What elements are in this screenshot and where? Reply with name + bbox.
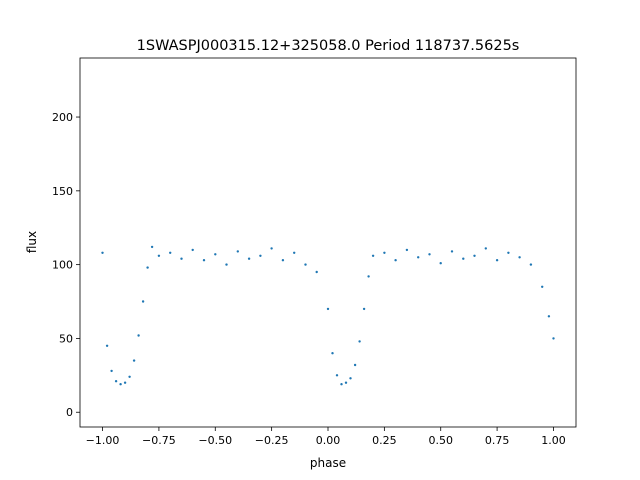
y-axis-ticks: 0 50 100 150 200: [52, 111, 80, 419]
data-point: [101, 251, 104, 254]
x-axis-ticks: −1.00 −0.75 −0.50 −0.25 0.00 0.25 0.50 0.75 1.00: [86, 427, 566, 447]
data-point: [450, 250, 454, 253]
data-point: [547, 315, 551, 318]
y-axis-label: flux: [25, 231, 39, 253]
axes: [79, 57, 577, 428]
y-tick-label: 0: [66, 406, 73, 419]
data-point: [358, 340, 361, 343]
data-point: [367, 275, 370, 278]
data-point: [331, 352, 334, 355]
data-point: [146, 266, 149, 269]
data-point: [293, 251, 296, 254]
data-point: [123, 381, 127, 384]
x-axis-label: phase: [310, 456, 346, 470]
data-point: [473, 254, 476, 257]
data-point: [157, 254, 161, 257]
data-point: [150, 245, 154, 249]
data-point: [428, 253, 431, 256]
data-point: [541, 285, 544, 288]
plot-frame: [79, 57, 577, 428]
data-point: [529, 263, 533, 266]
data-point: [214, 253, 217, 256]
chart-title: 1SWASPJ000315.12+325058.0 Period 118737.…: [137, 38, 520, 54]
data-point: [335, 374, 339, 377]
data-point: [484, 247, 487, 250]
x-tick-label: 0.75: [485, 434, 510, 447]
y-tick-label: 200: [52, 111, 73, 124]
x-tick-label: 0.25: [372, 434, 397, 447]
x-tick-label: −0.25: [255, 434, 289, 447]
data-point: [169, 251, 172, 254]
x-tick-label: 0.50: [428, 434, 453, 447]
x-tick-label: −1.00: [86, 434, 120, 447]
data-point: [114, 380, 118, 383]
y-tick-label: 150: [52, 185, 73, 198]
data-point: [137, 334, 140, 337]
data-point: [462, 257, 465, 260]
x-tick-label: 1.00: [541, 434, 566, 447]
data-point: [128, 375, 131, 378]
data-point: [344, 381, 348, 384]
data-point: [105, 344, 109, 347]
data-point: [247, 257, 251, 260]
data-point: [362, 307, 366, 311]
data-point: [202, 259, 206, 262]
data-point: [180, 257, 183, 260]
data-points: [101, 245, 555, 386]
data-point: [518, 256, 521, 259]
data-point: [405, 248, 409, 252]
data-point: [349, 377, 352, 380]
data-point: [495, 259, 499, 262]
data-point: [259, 254, 262, 257]
data-point: [353, 363, 357, 367]
data-point: [340, 383, 343, 386]
data-point: [281, 259, 285, 262]
data-point: [225, 263, 228, 266]
data-point: [236, 250, 239, 253]
data-point: [371, 254, 375, 257]
data-point: [191, 248, 194, 252]
data-point: [507, 251, 510, 254]
x-tick-label: −0.75: [142, 434, 176, 447]
data-point: [552, 337, 555, 340]
data-point: [417, 256, 420, 259]
data-point: [315, 270, 318, 274]
data-point: [119, 383, 122, 386]
x-tick-label: −0.50: [198, 434, 232, 447]
data-point: [326, 307, 330, 311]
data-point: [132, 359, 136, 362]
data-point: [110, 369, 113, 373]
y-tick-label: 100: [52, 259, 73, 272]
data-point: [439, 262, 442, 265]
data-point: [141, 300, 145, 303]
data-point: [270, 247, 273, 250]
data-point: [383, 251, 386, 254]
y-tick-label: 50: [59, 332, 73, 345]
data-point: [304, 263, 307, 266]
x-tick-label: 0.00: [316, 434, 341, 447]
data-point: [394, 259, 397, 262]
